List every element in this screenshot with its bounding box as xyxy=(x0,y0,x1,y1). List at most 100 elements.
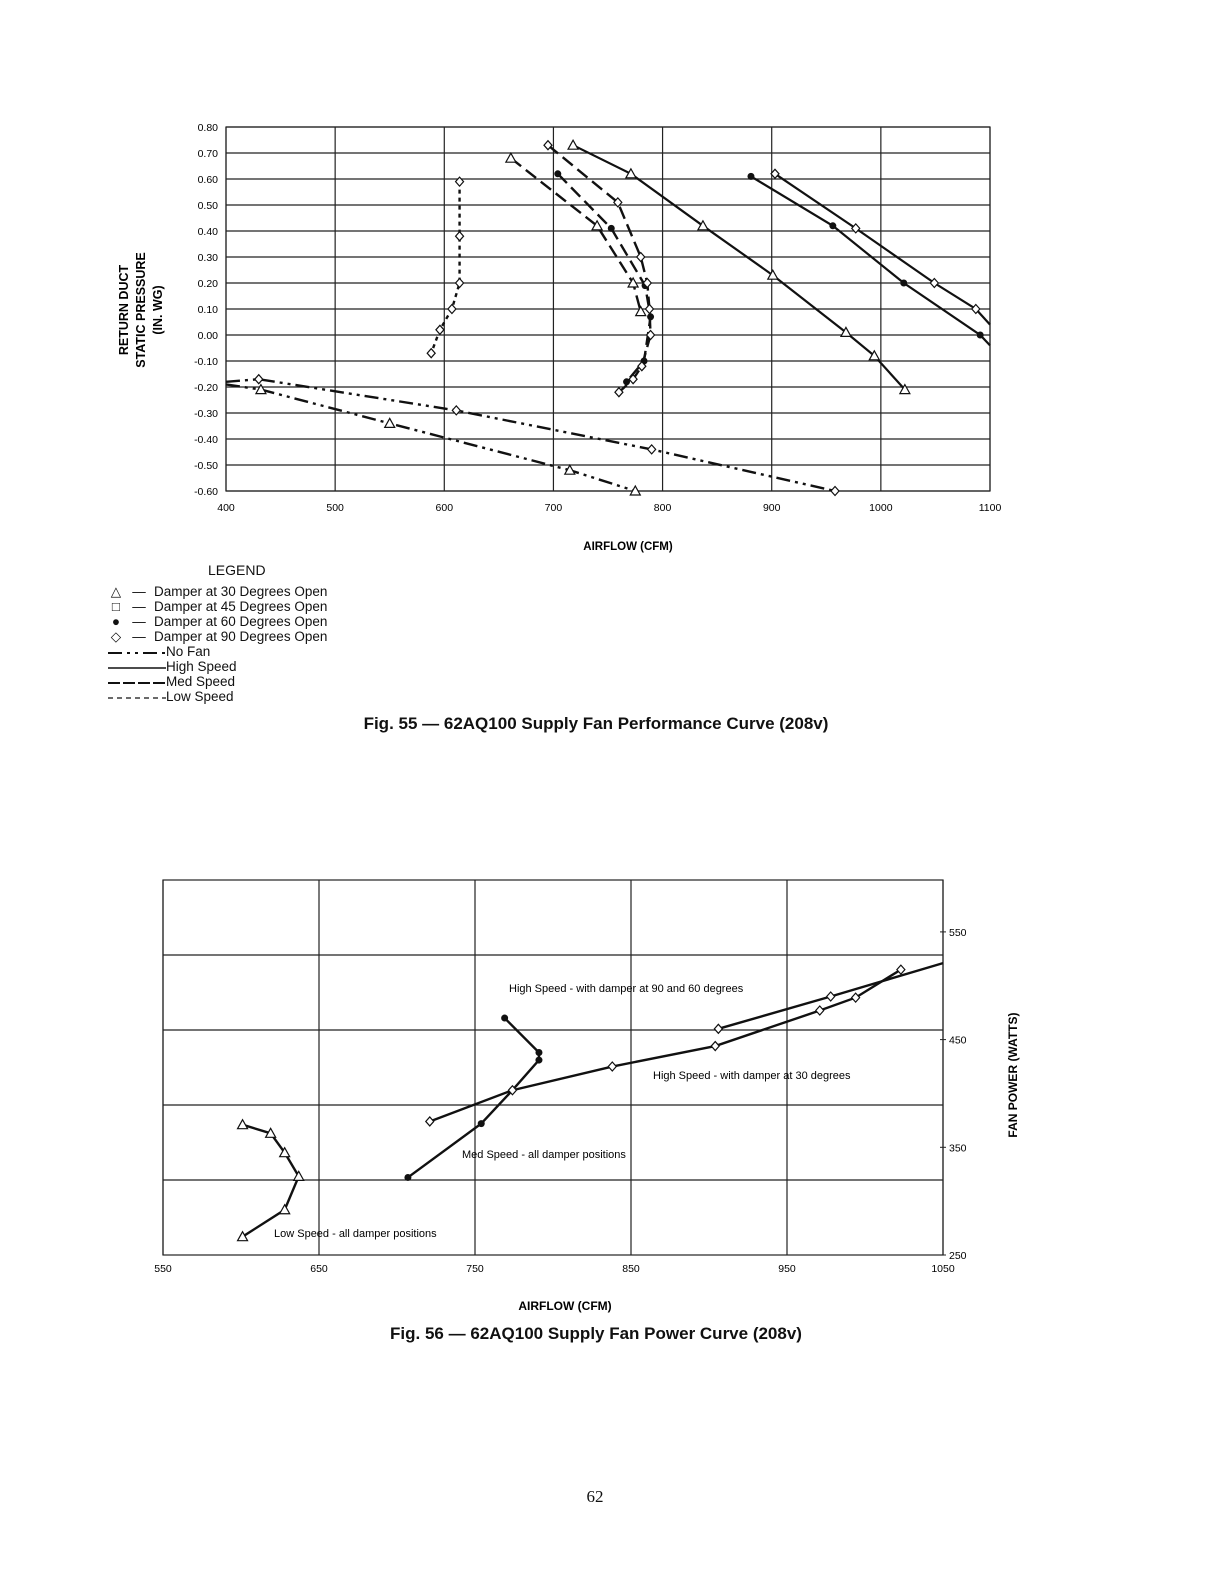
data-point xyxy=(253,373,264,385)
data-point xyxy=(896,964,906,975)
y-tick-label: 350 xyxy=(949,1142,967,1154)
data-point xyxy=(747,172,755,180)
data-point xyxy=(554,170,562,178)
fan-performance-chart: 0.80 0.70 0.60 0.50 0.40 0.30 0.20 0.10 0.00 -0.1… xyxy=(117,122,1002,553)
data-point xyxy=(634,305,647,317)
y-tick-label: 0.20 xyxy=(198,278,219,290)
diamond-marker-icon: ◇ xyxy=(110,629,122,644)
long-dash-line-icon xyxy=(108,681,166,684)
series-line xyxy=(225,377,836,493)
x-tick-label: 1100 xyxy=(979,502,1002,514)
fig56-caption: Fig. 56 — 62AQ100 Supply Fan Power Curve… xyxy=(390,1324,802,1343)
y-tick-label: 0.30 xyxy=(198,252,219,264)
legend-label: Low Speed xyxy=(166,689,234,704)
plot-border xyxy=(225,126,991,492)
circle-marker-icon: ● xyxy=(111,614,121,629)
x-tick-label: 500 xyxy=(326,502,344,514)
data-point xyxy=(830,485,840,497)
x-tick-label: 400 xyxy=(217,502,235,514)
data-point xyxy=(713,1023,724,1035)
data-point xyxy=(278,1203,291,1215)
data-point xyxy=(900,279,908,287)
y-tick-label: -0.60 xyxy=(194,486,218,498)
data-point xyxy=(766,268,779,280)
data-point xyxy=(644,303,655,315)
y-tick-label: -0.40 xyxy=(194,434,218,446)
data-point xyxy=(850,222,861,234)
x-axis-title: AIRFLOW (CFM) xyxy=(518,1299,611,1313)
data-point xyxy=(543,139,553,151)
data-point xyxy=(642,277,653,289)
data-point xyxy=(567,138,580,150)
data-point xyxy=(278,1146,291,1158)
y-tick-label: 0.00 xyxy=(198,330,219,342)
data-point xyxy=(829,222,837,230)
data-point xyxy=(454,230,465,242)
legend-label: Med Speed xyxy=(166,674,236,689)
data-point xyxy=(264,1127,277,1138)
series-line xyxy=(430,181,461,354)
data-point xyxy=(254,383,267,395)
data-point xyxy=(629,484,642,496)
data-point xyxy=(563,463,576,475)
x-tick-label: 600 xyxy=(436,502,454,514)
y-tick-label: 550 xyxy=(949,927,967,939)
data-point xyxy=(426,347,436,359)
x-tick-label: 850 xyxy=(622,1263,640,1275)
data-point xyxy=(976,331,984,339)
data-point xyxy=(839,326,852,337)
data-point xyxy=(501,1014,509,1022)
data-point xyxy=(477,1120,485,1128)
data-point xyxy=(424,1116,435,1127)
y-tick-label: 450 xyxy=(949,1035,967,1047)
data-point xyxy=(825,991,836,1002)
legend-label: Damper at 30 Degrees Open xyxy=(154,584,328,599)
legend-item-nofan: No Fan xyxy=(108,644,210,659)
triangle-marker-icon: △ xyxy=(110,584,122,599)
legend-item-30: △ — Damper at 30 Degrees Open xyxy=(108,584,328,599)
y-tick-label: 0.70 xyxy=(198,148,219,160)
x-tick-label: 1050 xyxy=(931,1263,955,1275)
legend-item-60: ● — Damper at 60 Degrees Open xyxy=(108,614,327,629)
data-point xyxy=(929,277,940,289)
y-tick-label: -0.10 xyxy=(194,356,218,368)
data-point xyxy=(591,219,604,231)
series-annotation: High Speed - with damper at 30 degrees xyxy=(653,1070,851,1082)
legend-label: High Speed xyxy=(166,659,237,674)
y-tick-label: 250 xyxy=(949,1250,967,1262)
series-annotation: High Speed - with damper at 90 and 60 de… xyxy=(509,983,744,995)
y-tick-label: 0.40 xyxy=(198,226,219,238)
y-axis-title: (IN. WG) xyxy=(151,285,165,334)
y-axis-title: FAN POWER (WATTS) xyxy=(1006,1012,1020,1137)
series-annotation: Med Speed - all damper positions xyxy=(462,1149,626,1161)
series-annotation: Low Speed - all damper positions xyxy=(274,1228,437,1240)
legend-label: Damper at 45 Degrees Open xyxy=(154,599,328,614)
y-axis-title: RETURN DUCT xyxy=(117,265,131,356)
legend-label: Damper at 60 Degrees Open xyxy=(154,614,328,629)
y-axis-title: STATIC PRESSURE xyxy=(134,252,148,368)
data-point xyxy=(447,303,457,315)
x-tick-label: 1000 xyxy=(869,502,893,514)
plot-border xyxy=(162,879,944,1256)
data-point xyxy=(623,378,631,386)
x-tick-label: 650 xyxy=(310,1263,328,1275)
series-line xyxy=(407,1017,541,1179)
data-point xyxy=(535,1049,543,1057)
data-point xyxy=(624,167,637,179)
data-point xyxy=(236,1230,249,1242)
x-tick-label: 750 xyxy=(466,1263,484,1275)
y-tick-label: 0.80 xyxy=(198,122,219,134)
y-tick-label: 0.60 xyxy=(198,174,219,186)
series-line xyxy=(510,157,642,312)
data-point xyxy=(454,277,465,289)
fig55-caption: Fig. 55 — 62AQ100 Supply Fan Performance… xyxy=(363,714,829,733)
legend-item-90: ◇ — Damper at 90 Degrees Open xyxy=(108,629,328,644)
y-tick-label: -0.20 xyxy=(194,382,218,394)
page-number: 62 xyxy=(586,1487,604,1506)
data-point xyxy=(710,1040,721,1052)
data-point xyxy=(628,373,638,385)
data-point xyxy=(607,224,615,232)
data-point xyxy=(868,349,881,361)
data-point xyxy=(898,383,911,395)
